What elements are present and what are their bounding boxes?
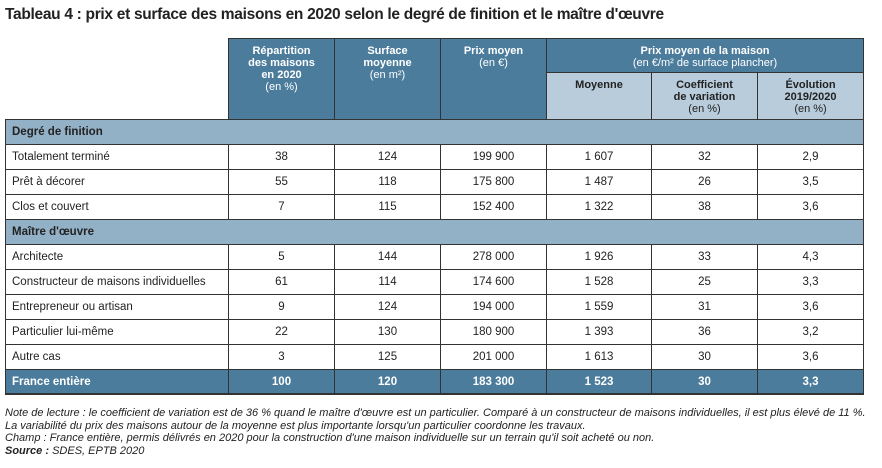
cell: 100 <box>228 369 335 395</box>
cell: 31 <box>651 294 758 320</box>
cell: 30 <box>651 369 758 395</box>
cell: 125 <box>334 344 441 370</box>
cell: 3,6 <box>756 194 865 220</box>
cell: 26 <box>651 169 758 195</box>
total-row: France entière 100 120 183 300 1 523 30 3,3 <box>5 369 865 395</box>
cell: 5 <box>228 244 335 270</box>
reading-note: Note de lecture : le coefficient de vari… <box>5 407 866 432</box>
cell: 183 300 <box>440 369 547 395</box>
cell: 199 900 <box>440 144 547 170</box>
row-label: Entrepreneur ou artisan <box>5 294 229 320</box>
header-repartition: Répartition des maisons en 2020 (en %) <box>228 38 335 120</box>
row-label: Totalement terminé <box>5 144 229 170</box>
row-label: Prêt à décorer <box>5 169 229 195</box>
cell: 278 000 <box>440 244 547 270</box>
cell: 1 528 <box>546 269 652 295</box>
table-row: Clos et couvert 7 115 152 400 1 322 38 3,6 <box>5 194 865 220</box>
cell: 4,3 <box>756 244 865 270</box>
header-prix: Prix moyen (en €) <box>440 38 547 120</box>
cell: 3,3 <box>756 269 865 295</box>
header-coefficient: Coefficient de variation (en %) <box>651 72 758 120</box>
table-row: Autre cas 3 125 201 000 1 613 30 3,6 <box>5 344 865 370</box>
cell: 38 <box>228 144 335 170</box>
row-label: Particulier lui-même <box>5 319 229 345</box>
cell: 174 600 <box>440 269 547 295</box>
cell: 114 <box>334 269 441 295</box>
cell: 175 800 <box>440 169 547 195</box>
cell: 1 487 <box>546 169 652 195</box>
row-label: France entière <box>5 369 229 395</box>
cell: 3 <box>228 344 335 370</box>
cell: 3,5 <box>756 169 865 195</box>
row-label: Constructeur de maisons individuelles <box>5 269 229 295</box>
cell: 36 <box>651 319 758 345</box>
cell: 1 926 <box>546 244 652 270</box>
header-evolution: Évolution 2019/2020 (en %) <box>756 72 865 120</box>
section-label: Degré de finition <box>4 119 865 145</box>
cell: 180 900 <box>440 319 547 345</box>
cell: 1 322 <box>546 194 652 220</box>
cell: 1 607 <box>546 144 652 170</box>
cell: 61 <box>228 269 335 295</box>
empty-corner <box>5 38 229 120</box>
cell: 194 000 <box>440 294 547 320</box>
cell: 3,6 <box>756 344 865 370</box>
header-group-prix-m2: Prix moyen de la maison (en €/m² de surfa… <box>545 38 865 73</box>
cell: 152 400 <box>440 194 547 220</box>
notes: Note de lecture : le coefficient de vari… <box>5 407 875 457</box>
cell: 22 <box>228 319 335 345</box>
cell: 1 559 <box>546 294 652 320</box>
cell: 25 <box>651 269 758 295</box>
section-row: Degré de finition <box>4 119 865 145</box>
cell: 3,2 <box>756 319 865 345</box>
cell: 2,9 <box>756 144 865 170</box>
cell: 30 <box>651 344 758 370</box>
header-moyenne: Moyenne <box>546 72 652 120</box>
table-row: Constructeur de maisons individuelles 61 1… <box>5 269 865 295</box>
cell: 124 <box>334 294 441 320</box>
row-label: Architecte <box>5 244 229 270</box>
cell: 124 <box>334 144 441 170</box>
cell: 32 <box>651 144 758 170</box>
section-row: Maître d'œuvre <box>4 219 865 245</box>
cell: 55 <box>228 169 335 195</box>
source-note: Source : SDES, EPTB 2020 <box>5 444 145 457</box>
cell: 1 613 <box>546 344 652 370</box>
cell: 118 <box>334 169 441 195</box>
header-surface: Surface moyenne (en m²) <box>334 38 441 120</box>
table-row: Architecte 5 144 278 000 1 926 33 4,3 <box>5 244 865 270</box>
section-label: Maître d'œuvre <box>4 219 865 245</box>
row-label: Clos et couvert <box>5 194 229 220</box>
table-row: Entrepreneur ou artisan 9 124 194 000 1 559 3… <box>5 294 865 320</box>
cell: 144 <box>334 244 441 270</box>
cell: 201 000 <box>440 344 547 370</box>
cell: 120 <box>334 369 441 395</box>
table-row: Totalement terminé 38 124 199 900 1 607 32 2,9 <box>5 144 865 170</box>
cell: 7 <box>228 194 335 220</box>
table-row: Particulier lui-même 22 130 180 900 1 393 36 3… <box>5 319 865 345</box>
cell: 9 <box>228 294 335 320</box>
table-row: Prêt à décorer 55 118 175 800 1 487 26 3,5 <box>5 169 865 195</box>
cell: 3,6 <box>756 294 865 320</box>
cell: 3,3 <box>756 369 865 395</box>
table-title: Tableau 4 : prix et surface des maisons … <box>5 6 664 23</box>
row-label: Autre cas <box>5 344 229 370</box>
cell: 33 <box>651 244 758 270</box>
cell: 115 <box>334 194 441 220</box>
cell: 38 <box>651 194 758 220</box>
data-table: Répartition des maisons en 2020 (en %) Su… <box>4 38 865 395</box>
cell: 1 393 <box>546 319 652 345</box>
cell: 1 523 <box>546 369 652 395</box>
scope-note: Champ : France entière, permis délivrés … <box>5 432 655 444</box>
cell: 130 <box>334 319 441 345</box>
